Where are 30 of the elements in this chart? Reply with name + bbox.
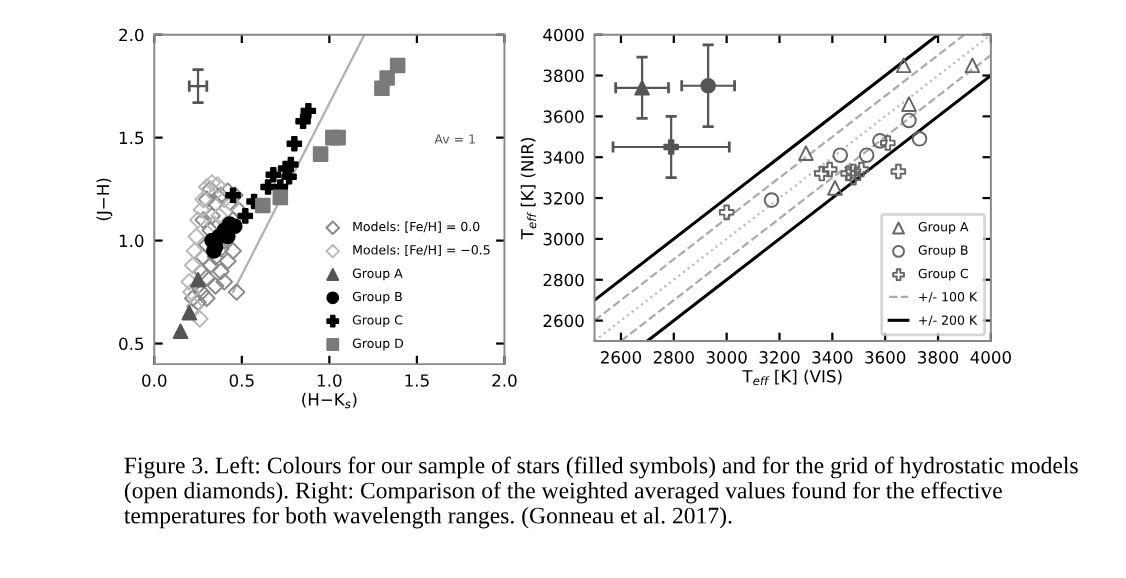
x-tick-label: 0.5 bbox=[229, 374, 254, 387]
y-axis-title: (J−H) bbox=[96, 178, 113, 221]
y-tick-label: 2800 bbox=[543, 273, 584, 287]
x-tick-label: 2800 bbox=[653, 351, 694, 364]
caption: Figure 3. Left: Colours for our sample of stars (filled symbols) and for the grid of hydrostatic models (open diamonds). Right: Comparison of the weighted averaged values found for the effective temperatures for both wavelength ranges. (Gonneau et al. 2017). bbox=[124, 456, 1078, 529]
x-tick-label: 1.5 bbox=[405, 374, 429, 387]
y-tick-label: 3000 bbox=[543, 232, 584, 246]
y-tick-label: 1.0 bbox=[119, 234, 144, 248]
y-tick-label: 2600 bbox=[543, 314, 584, 328]
y-axis-title: T$_{eff}$ [K] (NIR) bbox=[520, 138, 537, 240]
y-tick-label: 3800 bbox=[543, 69, 584, 83]
y-tick-label: 0.5 bbox=[119, 337, 144, 351]
x-tick-label: 3600 bbox=[865, 351, 906, 364]
x-tick-label: 3400 bbox=[812, 351, 853, 364]
x-axis-title: (H−K$_{s}$) bbox=[302, 392, 357, 409]
x-tick-label: 2.0 bbox=[492, 374, 517, 387]
x-tick-label: 4000 bbox=[970, 351, 1011, 364]
y-tick-label: 4000 bbox=[543, 28, 584, 42]
y-tick-label: 1.5 bbox=[119, 131, 144, 145]
y-tick-label: 3600 bbox=[543, 110, 584, 123]
x-axis-title: T$_{eff}$ [K] (VIS) bbox=[742, 369, 842, 386]
y-tick-label: 3200 bbox=[543, 192, 584, 205]
y-tick-label: 3400 bbox=[543, 151, 584, 164]
x-tick-label: 2600 bbox=[600, 351, 642, 364]
x-tick-label: 3800 bbox=[918, 351, 959, 364]
x-tick-label: 3000 bbox=[706, 351, 747, 364]
x-tick-label: 0.0 bbox=[142, 374, 167, 387]
y-tick-label: 2.0 bbox=[119, 28, 144, 42]
x-tick-label: 3200 bbox=[759, 351, 800, 364]
x-tick-label: 1.0 bbox=[317, 374, 342, 387]
